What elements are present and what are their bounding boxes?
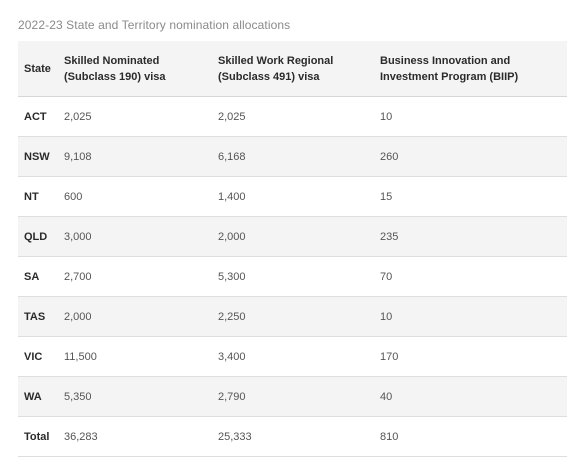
cell-biip: 10 <box>374 296 567 337</box>
cell-state: QLD <box>18 216 58 257</box>
cell-subclass-190: 600 <box>58 176 212 217</box>
table-row: NSW 9,108 6,168 260 <box>18 136 567 177</box>
cell-state: VIC <box>18 336 58 377</box>
cell-subclass-190: 2,000 <box>58 296 212 337</box>
cell-biip: 70 <box>374 256 567 297</box>
table-row: WA 5,350 2,790 40 <box>18 376 567 417</box>
cell-subclass-491: 3,400 <box>212 336 374 377</box>
cell-biip: 260 <box>374 136 567 177</box>
cell-subclass-491: 1,400 <box>212 176 374 217</box>
nomination-allocations-table: State Skilled Nominated (Subclass 190) v… <box>18 41 567 457</box>
cell-biip: 10 <box>374 96 567 137</box>
table-caption: 2022-23 State and Territory nomination a… <box>18 18 291 32</box>
table-row: VIC 11,500 3,400 170 <box>18 336 567 377</box>
cell-subclass-491: 2,025 <box>212 96 374 137</box>
cell-subclass-491: 25,333 <box>212 416 374 457</box>
cell-subclass-491: 2,250 <box>212 296 374 337</box>
table-total-row: Total 36,283 25,333 810 <box>18 416 567 457</box>
cell-subclass-190: 36,283 <box>58 416 212 457</box>
table-row: QLD 3,000 2,000 235 <box>18 216 567 257</box>
cell-subclass-190: 2,700 <box>58 256 212 297</box>
cell-subclass-190: 5,350 <box>58 376 212 417</box>
table-row: TAS 2,000 2,250 10 <box>18 296 567 337</box>
cell-state: NT <box>18 176 58 217</box>
cell-subclass-491: 5,300 <box>212 256 374 297</box>
cell-state: SA <box>18 256 58 297</box>
cell-state: Total <box>18 416 58 457</box>
cell-subclass-190: 9,108 <box>58 136 212 177</box>
cell-biip: 15 <box>374 176 567 217</box>
cell-state: ACT <box>18 96 58 137</box>
cell-biip: 170 <box>374 336 567 377</box>
header-subclass-190: Skilled Nominated (Subclass 190) visa <box>58 41 212 97</box>
cell-subclass-491: 2,790 <box>212 376 374 417</box>
table-row: SA 2,700 5,300 70 <box>18 256 567 297</box>
cell-state: TAS <box>18 296 58 337</box>
cell-state: WA <box>18 376 58 417</box>
cell-biip: 40 <box>374 376 567 417</box>
cell-subclass-491: 6,168 <box>212 136 374 177</box>
header-subclass-491: Skilled Work Regional (Subclass 491) vis… <box>212 41 374 97</box>
table-row: NT 600 1,400 15 <box>18 176 567 217</box>
cell-subclass-190: 3,000 <box>58 216 212 257</box>
header-state: State <box>18 41 58 97</box>
cell-subclass-491: 2,000 <box>212 216 374 257</box>
table-header-row: State Skilled Nominated (Subclass 190) v… <box>18 41 567 97</box>
cell-biip: 810 <box>374 416 567 457</box>
cell-subclass-190: 2,025 <box>58 96 212 137</box>
cell-biip: 235 <box>374 216 567 257</box>
cell-subclass-190: 11,500 <box>58 336 212 377</box>
header-biip: Business Innovation and Investment Progr… <box>374 41 567 97</box>
table-row: ACT 2,025 2,025 10 <box>18 96 567 137</box>
cell-state: NSW <box>18 136 58 177</box>
